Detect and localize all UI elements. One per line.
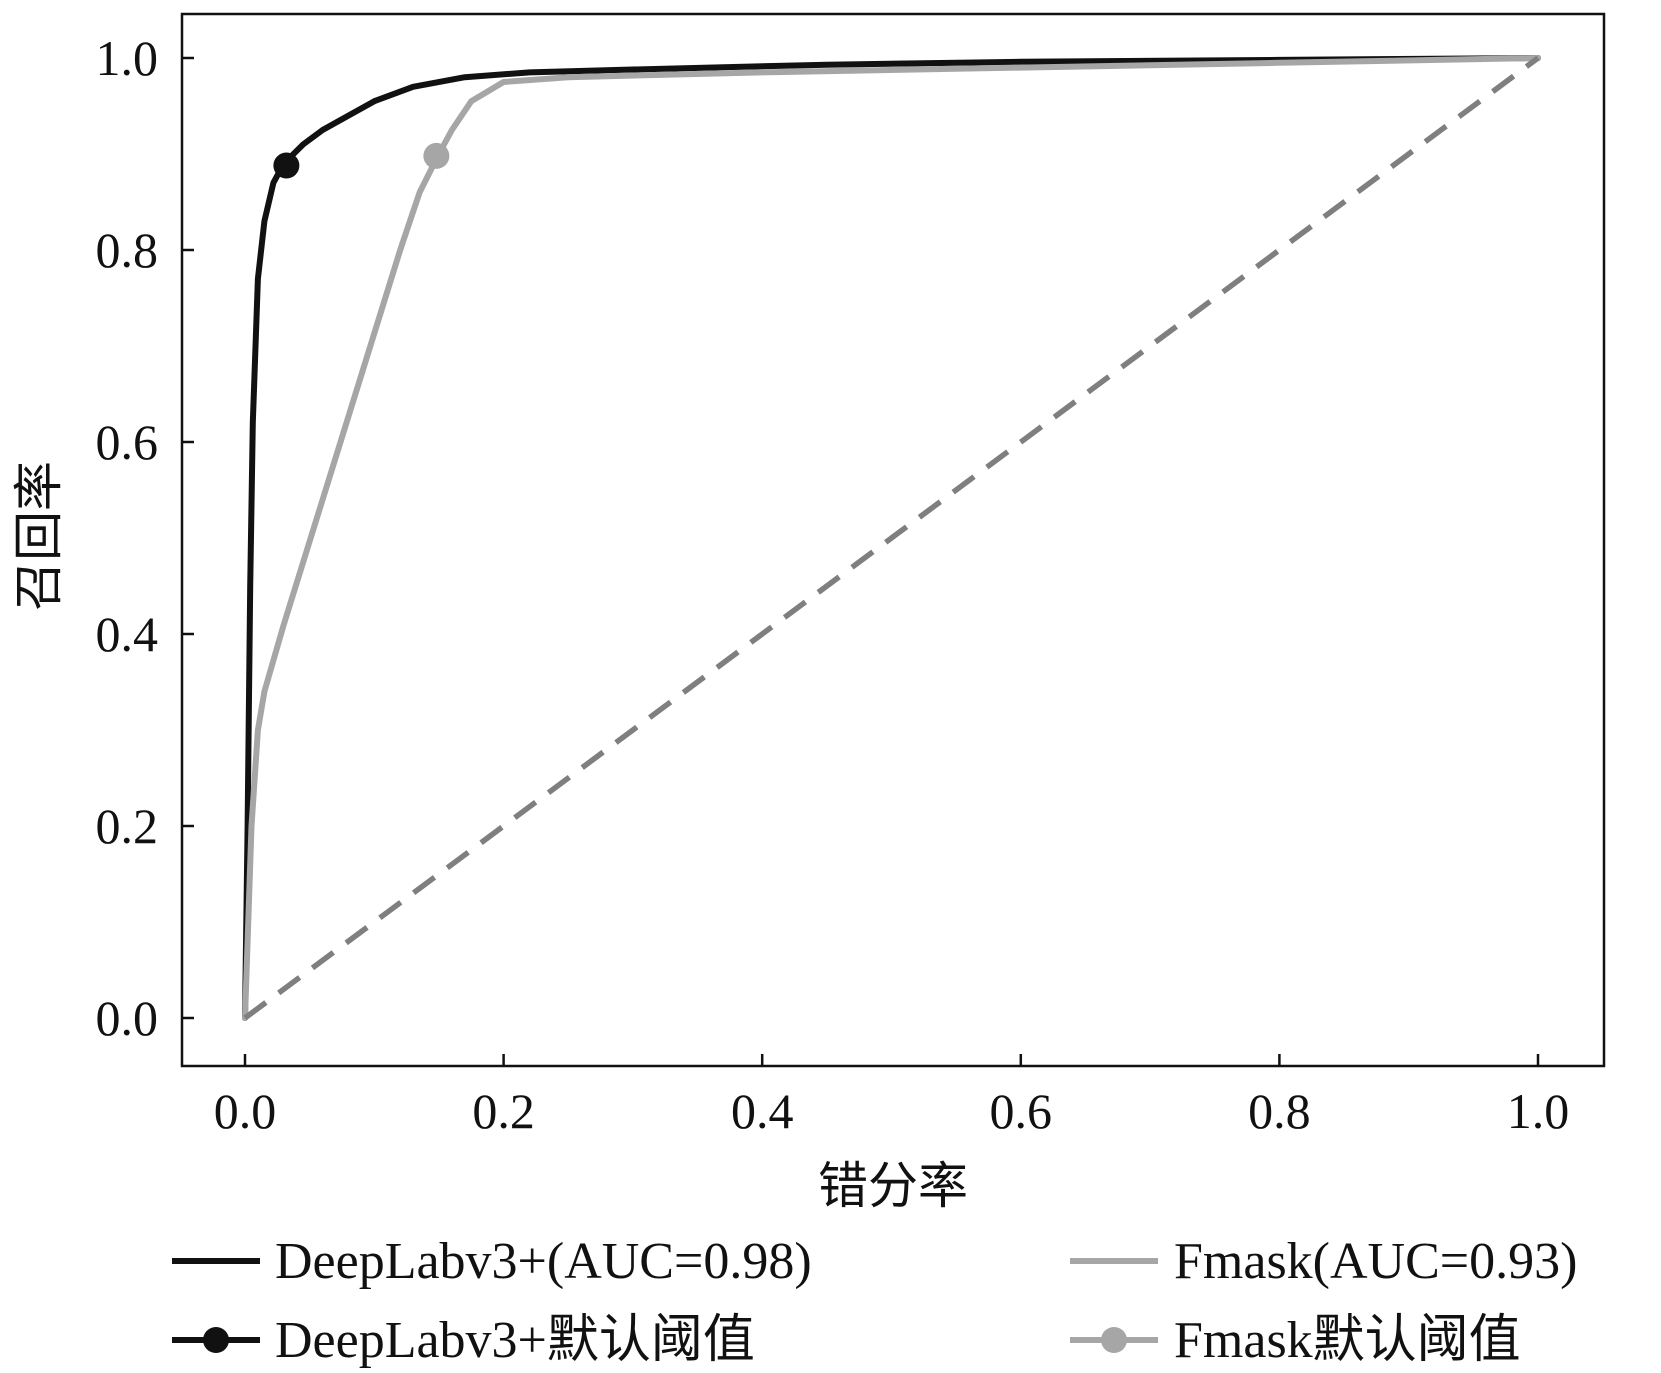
series-line-1 <box>242 55 1541 1021</box>
series-line-0 <box>242 55 1541 1021</box>
threshold-markers <box>273 142 450 179</box>
legend-swatch-marker <box>1101 1327 1127 1353</box>
legend-label: DeepLabv3+(AUC=0.98) <box>275 1233 812 1290</box>
plot-area <box>180 12 1606 1068</box>
x-tick-label: 1.0 <box>1507 1083 1570 1139</box>
y-tick-label: 0.6 <box>96 414 159 470</box>
legend-entry: DeepLabv3+(AUC=0.98) <box>172 1233 812 1290</box>
x-tick-label: 0.0 <box>214 1083 277 1139</box>
x-tick-label: 0.8 <box>1248 1083 1311 1139</box>
x-tick-label: 0.4 <box>731 1083 794 1139</box>
threshold-marker-0 <box>273 152 300 179</box>
y-axis-label: 召回率 <box>10 461 68 611</box>
y-tick-label: 0.8 <box>96 222 159 278</box>
y-tick-label: 0.0 <box>96 990 159 1046</box>
x-tick-label: 0.6 <box>990 1083 1053 1139</box>
series-lines <box>242 55 1541 1021</box>
y-tick-label: 1.0 <box>96 30 159 86</box>
x-tick-label: 0.2 <box>472 1083 535 1139</box>
threshold-marker-1 <box>423 142 450 169</box>
diagonal-reference-line <box>243 55 1540 1021</box>
y-tick-label: 0.4 <box>96 606 159 662</box>
legend-label: DeepLabv3+默认阈值 <box>275 1312 755 1369</box>
legend-entry: DeepLabv3+默认阈值 <box>172 1312 755 1369</box>
axes: 0.0 0.2 0.4 0.6 0.8 1.0 0.0 0.2 0.4 0.6 0.8 1.0 <box>96 30 1570 1139</box>
legend-entry: Fmask(AUC=0.93) <box>1070 1233 1577 1290</box>
y-tick-label: 0.2 <box>96 798 159 854</box>
legend: DeepLabv3+(AUC=0.98) Fmask(AUC=0.93) DeepL… <box>172 1233 1577 1369</box>
legend-label: Fmask默认阈值 <box>1174 1312 1521 1369</box>
plot-frame <box>180 12 1606 1068</box>
x-axis-label: 错分率 <box>818 1157 968 1215</box>
legend-entry: Fmask默认阈值 <box>1070 1312 1521 1369</box>
legend-label: Fmask(AUC=0.93) <box>1174 1233 1577 1290</box>
legend-swatch-marker <box>203 1327 229 1353</box>
